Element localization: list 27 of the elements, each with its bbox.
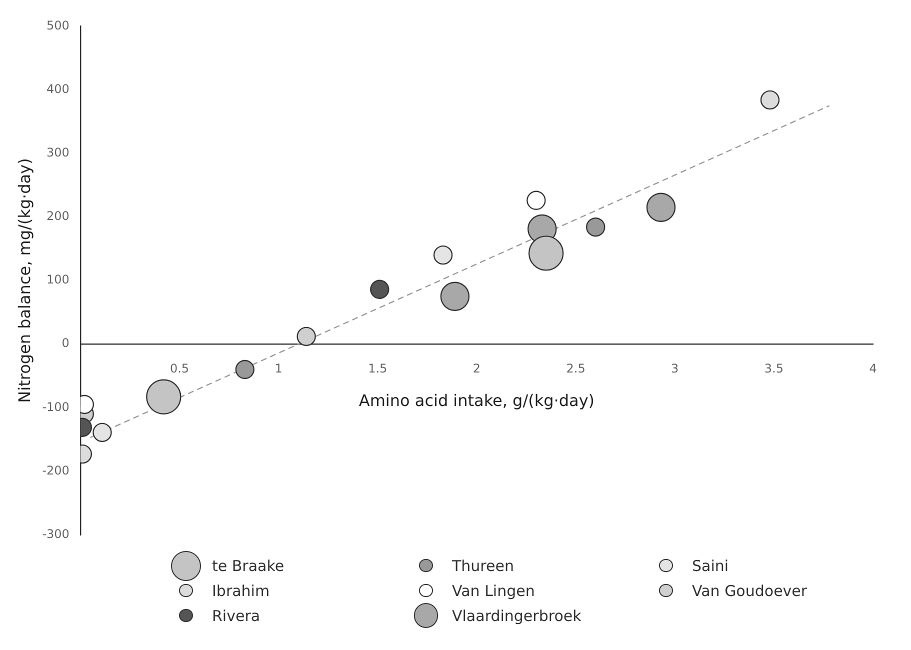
legend-label: te Braake <box>212 556 284 574</box>
legend-label: Van Goudoever <box>692 582 808 600</box>
x-tick-label: 2 <box>472 361 481 376</box>
y-tick-label: -100 <box>42 400 70 414</box>
x-tick-label: 3.5 <box>764 361 784 376</box>
legend-label: Van Lingen <box>452 582 535 600</box>
y-tick-label: 300 <box>46 145 70 160</box>
x-tick-label: 0.5 <box>170 361 190 376</box>
y-tick-label: -200 <box>42 463 70 478</box>
legend-label: Rivera <box>212 606 260 624</box>
legend-label: Saini <box>692 556 729 574</box>
x-tick-label: 2.5 <box>566 361 586 376</box>
legend-label: Vlaardingerbroek <box>452 606 582 624</box>
x-axis-title: Amino acid intake, g/(kg·day) <box>358 391 595 410</box>
y-tick-label: 100 <box>46 272 70 287</box>
y-axis-title: Nitrogen balance, mg/(kg·day) <box>14 158 34 403</box>
x-tick-label: 3 <box>671 361 679 376</box>
legend-label: Ibrahim <box>212 582 270 600</box>
y-tick-label: 200 <box>46 209 70 224</box>
x-tick-label: 4 <box>869 361 877 376</box>
y-tick-label: 500 <box>46 18 70 32</box>
legend-label: Thureen <box>452 556 514 574</box>
y-tick-label: 0 <box>62 336 70 350</box>
y-tick-label: 400 <box>46 82 70 96</box>
x-tick-label: 1 <box>274 361 282 376</box>
x-tick-label: 1.5 <box>368 361 388 376</box>
y-tick-label: -300 <box>42 526 70 541</box>
